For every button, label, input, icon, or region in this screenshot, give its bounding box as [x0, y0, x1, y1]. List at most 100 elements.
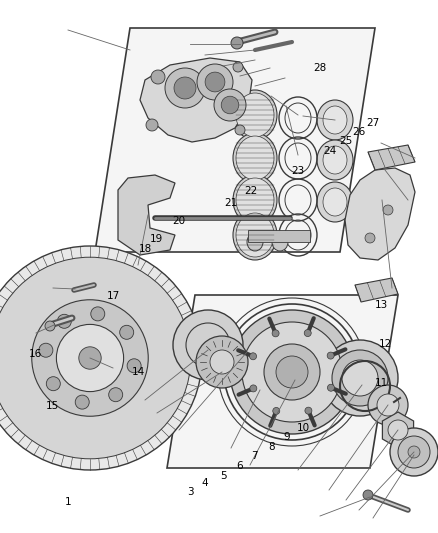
Circle shape	[57, 314, 71, 328]
Ellipse shape	[236, 213, 274, 257]
Text: 20: 20	[172, 216, 185, 226]
Ellipse shape	[323, 146, 347, 174]
Circle shape	[120, 325, 134, 340]
Circle shape	[146, 119, 158, 131]
Text: 25: 25	[339, 136, 353, 146]
Polygon shape	[355, 278, 398, 302]
Polygon shape	[345, 168, 415, 260]
Text: 19: 19	[150, 234, 163, 244]
Circle shape	[32, 300, 148, 416]
Circle shape	[214, 89, 246, 121]
Text: 10: 10	[297, 423, 310, 433]
Circle shape	[39, 343, 53, 357]
Circle shape	[46, 377, 60, 391]
Text: 6: 6	[237, 462, 244, 471]
Polygon shape	[95, 28, 375, 252]
Text: 8: 8	[268, 442, 275, 451]
Text: 14: 14	[131, 367, 145, 377]
Circle shape	[328, 384, 335, 391]
Polygon shape	[368, 145, 415, 170]
Circle shape	[210, 350, 234, 374]
Text: 11: 11	[374, 378, 388, 387]
Circle shape	[363, 490, 373, 500]
Circle shape	[377, 394, 399, 416]
Text: 17: 17	[106, 291, 120, 301]
Text: 26: 26	[353, 127, 366, 137]
Circle shape	[75, 395, 89, 409]
Ellipse shape	[233, 90, 277, 140]
Circle shape	[365, 233, 375, 243]
Text: 28: 28	[313, 63, 326, 73]
Ellipse shape	[236, 93, 274, 137]
Ellipse shape	[323, 188, 347, 216]
Text: 4: 4	[201, 478, 208, 488]
Circle shape	[235, 125, 245, 135]
Text: 9: 9	[283, 432, 290, 442]
Circle shape	[45, 321, 55, 331]
Circle shape	[230, 310, 354, 434]
Polygon shape	[118, 175, 175, 255]
Circle shape	[231, 37, 243, 49]
Circle shape	[408, 446, 420, 458]
Circle shape	[197, 64, 233, 100]
Text: 27: 27	[367, 118, 380, 127]
Circle shape	[305, 407, 312, 414]
Ellipse shape	[317, 100, 353, 140]
Text: 23: 23	[291, 166, 304, 175]
Circle shape	[91, 307, 105, 321]
Text: 5: 5	[220, 471, 227, 481]
Text: 12: 12	[379, 339, 392, 349]
Circle shape	[196, 336, 248, 388]
Circle shape	[174, 77, 196, 99]
Circle shape	[0, 246, 202, 470]
Circle shape	[273, 407, 280, 415]
Circle shape	[165, 68, 205, 108]
Ellipse shape	[236, 136, 274, 180]
Ellipse shape	[323, 106, 347, 134]
Circle shape	[250, 353, 257, 360]
Circle shape	[205, 72, 225, 92]
Ellipse shape	[233, 175, 277, 225]
Circle shape	[342, 360, 378, 396]
Circle shape	[151, 70, 165, 84]
Circle shape	[79, 347, 101, 369]
Circle shape	[398, 436, 430, 468]
Circle shape	[127, 359, 141, 373]
Text: 16: 16	[29, 350, 42, 359]
Circle shape	[264, 344, 320, 400]
Circle shape	[272, 330, 279, 337]
Ellipse shape	[317, 182, 353, 222]
Circle shape	[332, 350, 388, 406]
Text: 1: 1	[64, 497, 71, 507]
Text: 13: 13	[375, 300, 389, 310]
Circle shape	[327, 352, 334, 359]
Circle shape	[109, 387, 123, 402]
Text: 18: 18	[139, 245, 152, 254]
Polygon shape	[167, 295, 398, 468]
Circle shape	[57, 325, 124, 392]
Polygon shape	[248, 230, 310, 242]
Circle shape	[390, 428, 438, 476]
Circle shape	[221, 96, 239, 114]
Text: 21: 21	[225, 198, 238, 207]
Circle shape	[368, 385, 408, 425]
Polygon shape	[140, 58, 252, 142]
Circle shape	[276, 356, 308, 388]
Ellipse shape	[247, 233, 263, 251]
Polygon shape	[382, 412, 413, 448]
Ellipse shape	[233, 210, 277, 260]
Text: 15: 15	[46, 401, 59, 411]
Circle shape	[0, 257, 191, 459]
Ellipse shape	[236, 178, 274, 222]
Ellipse shape	[233, 133, 277, 183]
Circle shape	[388, 420, 408, 440]
Circle shape	[383, 205, 393, 215]
Text: 3: 3	[187, 488, 194, 497]
Circle shape	[242, 322, 342, 422]
Text: 7: 7	[251, 451, 258, 461]
Text: 24: 24	[323, 147, 336, 156]
Circle shape	[304, 329, 311, 336]
Circle shape	[173, 310, 243, 380]
Circle shape	[233, 62, 243, 72]
Circle shape	[322, 340, 398, 416]
